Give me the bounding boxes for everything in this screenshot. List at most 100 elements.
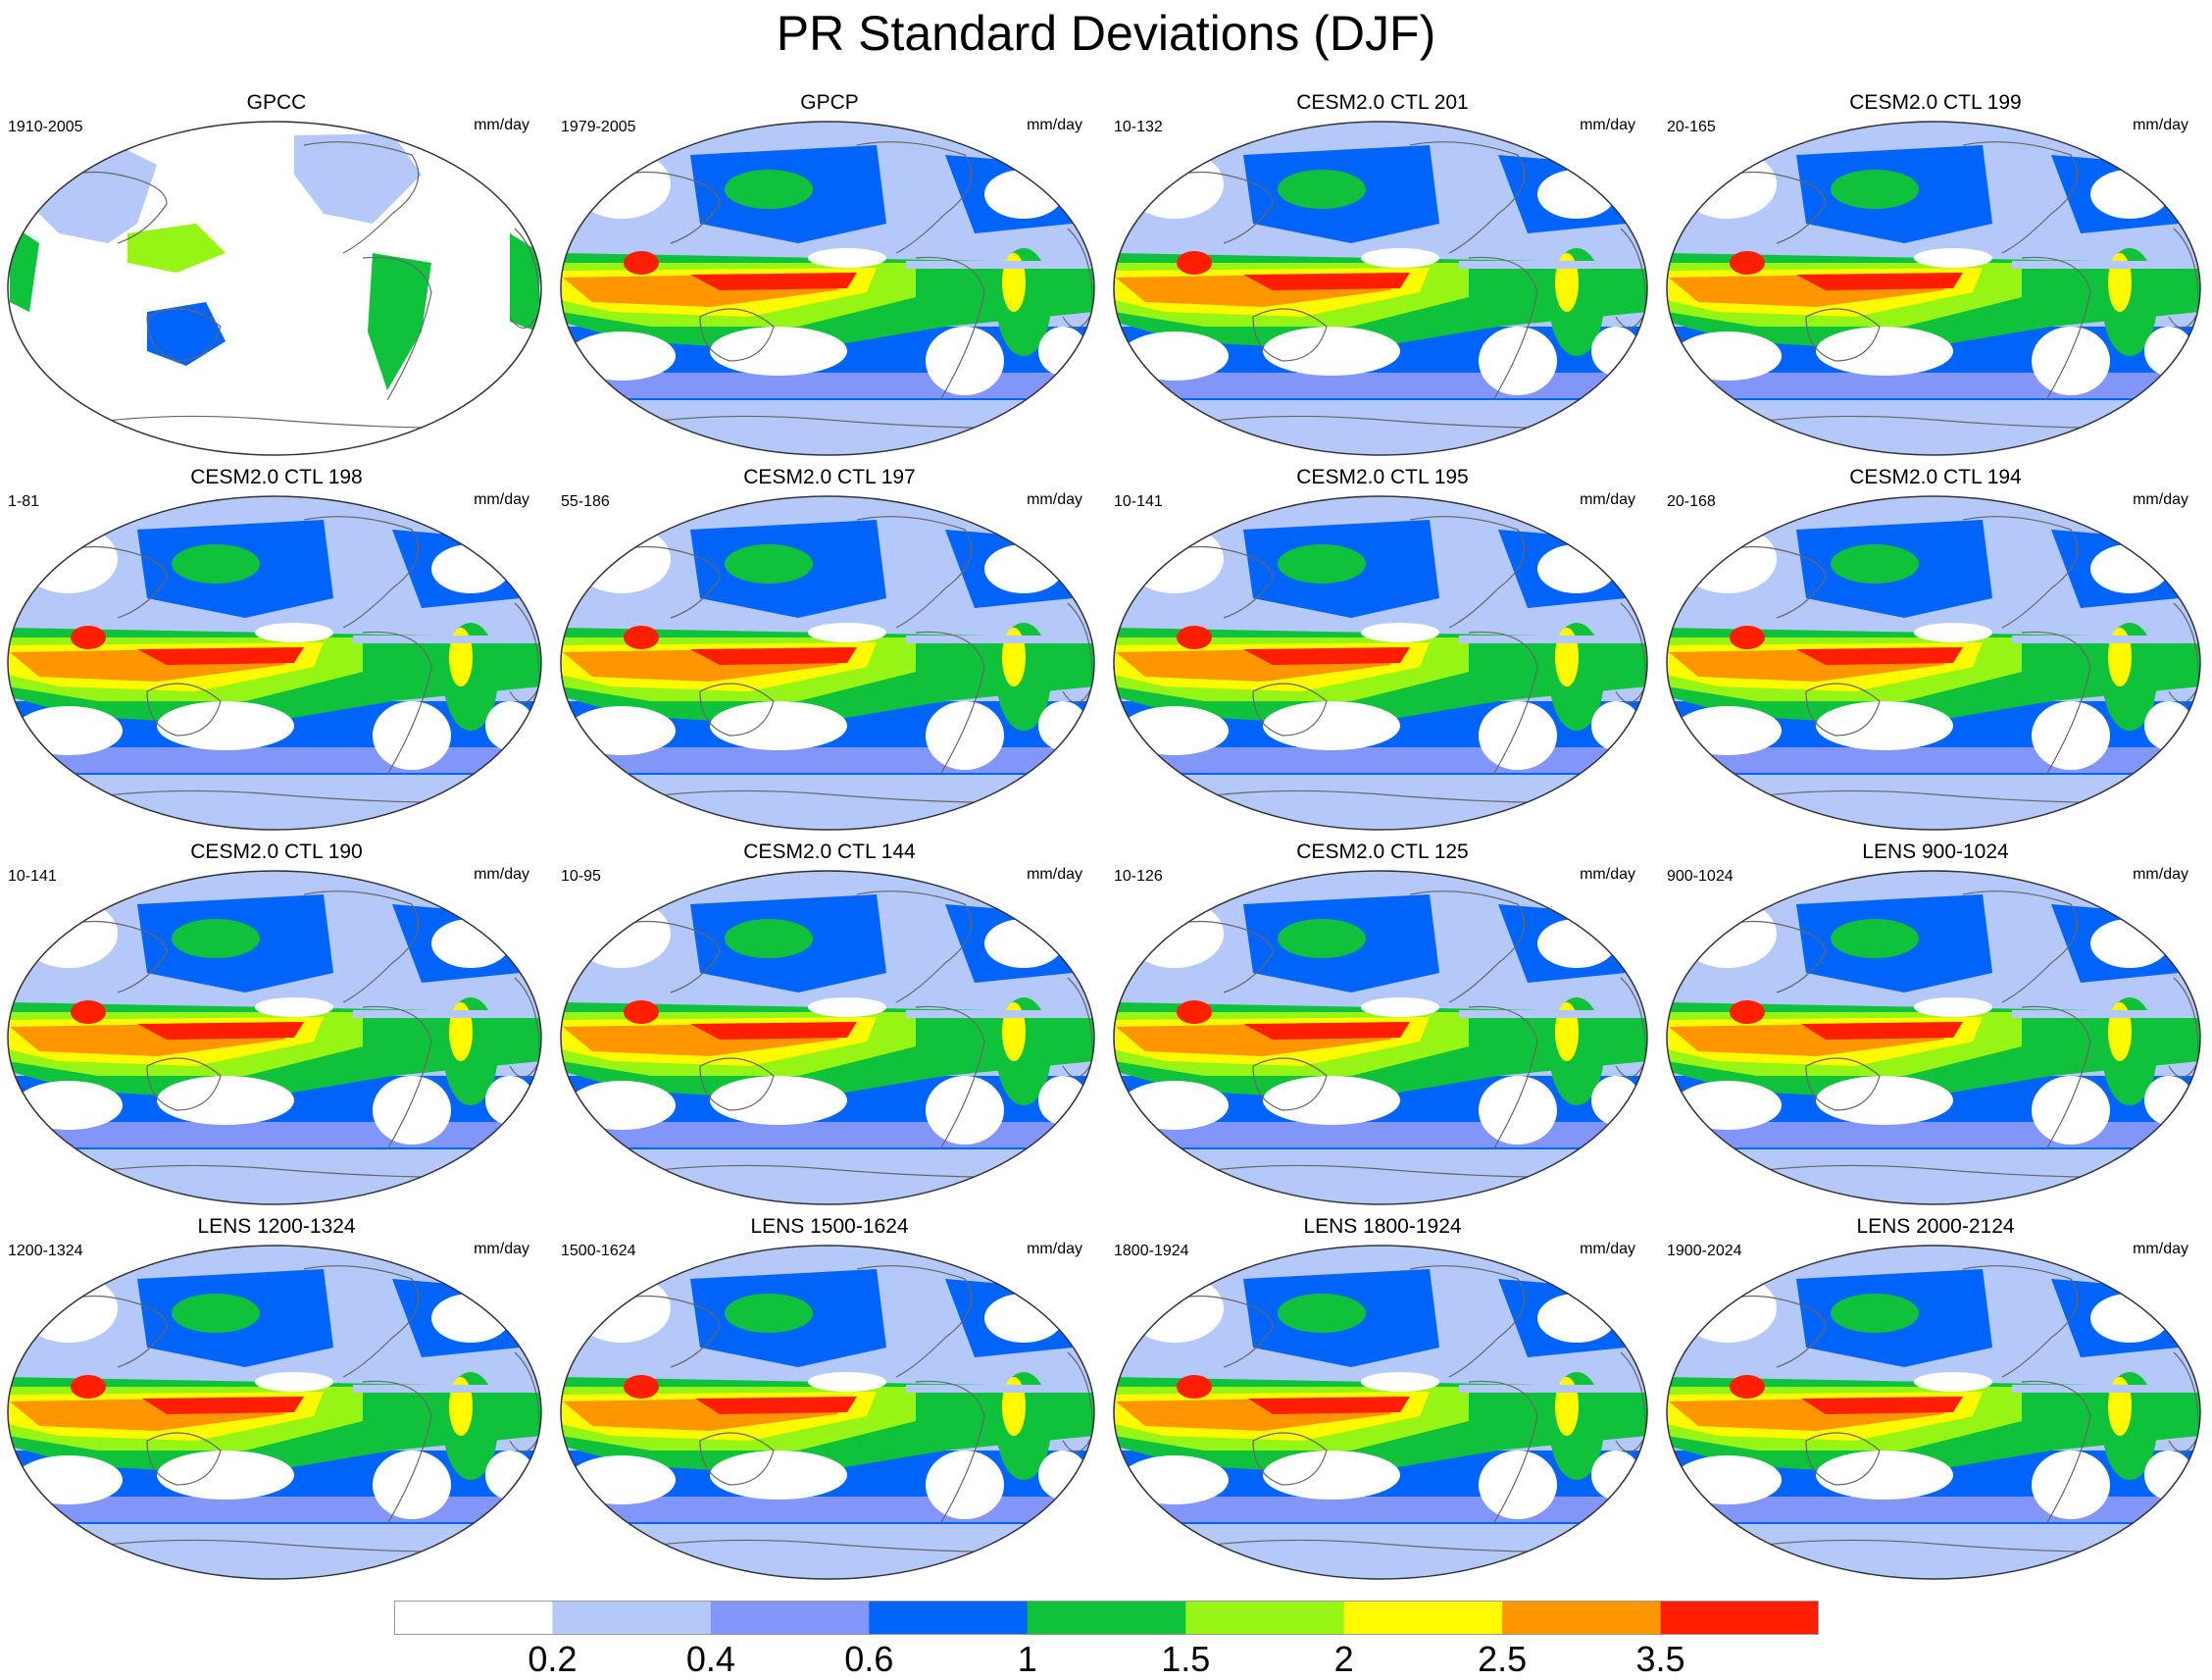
- equatorial-dry-tongue: [1459, 261, 1647, 269]
- precip-field: [8, 496, 541, 830]
- panel-title: LENS 2000-2124: [1856, 1215, 2015, 1238]
- north-africa-dry: [2090, 919, 2169, 968]
- panel-title: CESM2.0 CTL 198: [190, 466, 363, 488]
- panel-units: mm/day: [2133, 491, 2188, 508]
- warm-pool-max: [1177, 1375, 1212, 1399]
- colorbar-swatch: [1502, 1601, 1662, 1635]
- map-outline: [1113, 1245, 1648, 1580]
- panel-title: CESM2.0 CTL 125: [1296, 840, 1469, 863]
- southeast-pacific-dry: [1816, 1076, 1953, 1125]
- panel-units: mm/day: [474, 491, 529, 508]
- map-panel: CESM2.0 CTL 201 10-132 mm/day: [1106, 90, 1659, 465]
- panel-units: mm/day: [1027, 117, 1082, 133]
- coastline-greenland: [1527, 878, 1568, 904]
- coastline-north-america: [1409, 891, 1526, 1003]
- north-pacific-core: [725, 170, 813, 209]
- north-pacific-core: [172, 544, 260, 584]
- land-south-america: [368, 253, 431, 390]
- north-africa-dry: [1537, 544, 1616, 593]
- precip-field: [1667, 496, 2200, 830]
- east-atlantic-dry: [2144, 1451, 2193, 1500]
- map-panel: LENS 1200-1324 1200-1324 mm/day: [0, 1214, 553, 1589]
- coastline-greenland: [2080, 878, 2121, 904]
- east-atlantic-dry: [1591, 1076, 1640, 1125]
- equatorial-dry-tongue: [906, 1010, 1094, 1018]
- robinson-map: [1666, 870, 2201, 1205]
- coastline-australia: [699, 1432, 775, 1486]
- panel-units: mm/day: [1580, 117, 1635, 133]
- coastline-south-america: [362, 631, 432, 776]
- east-atlantic-dry: [2144, 1076, 2193, 1125]
- panel-period: 1800-1924: [1114, 1243, 1189, 1259]
- map-outline: [560, 495, 1095, 831]
- coastline-greenland: [974, 1252, 1015, 1279]
- land-australia: [147, 302, 226, 366]
- robinson-map: [1113, 121, 1648, 456]
- warm-pool-max: [1177, 626, 1212, 649]
- coastline-north-america: [856, 516, 973, 629]
- panel-units: mm/day: [2133, 1241, 2188, 1257]
- coastline-south-america: [915, 256, 985, 401]
- south-atlantic-dry: [926, 1451, 1004, 1519]
- panel-units: mm/day: [1580, 866, 1635, 883]
- south-indian-dry: [1674, 706, 1782, 755]
- equatorial-dry-tongue: [2012, 636, 2200, 643]
- equatorial-dry-tongue: [906, 1385, 1094, 1393]
- coastline-greenland: [421, 128, 462, 155]
- east-atlantic-dry: [1591, 1451, 1640, 1500]
- colorbar-swatch: [869, 1601, 1029, 1635]
- panel-period: 10-141: [8, 868, 57, 885]
- tropical-band-red: [1243, 647, 1410, 665]
- south-atlantic-dry: [373, 1451, 451, 1519]
- north-africa-dry: [984, 919, 1063, 968]
- north-africa-dry: [1537, 170, 1616, 219]
- robinson-map: [1666, 1245, 2201, 1580]
- coastline-greenland: [974, 878, 1015, 904]
- precip-field: [1114, 871, 1647, 1204]
- south-indian-dry: [568, 1455, 676, 1504]
- panel-period: 1500-1624: [561, 1243, 636, 1259]
- map-panel: CESM2.0 CTL 144 10-95 mm/day: [553, 840, 1106, 1214]
- east-atlantic-dry: [485, 1451, 534, 1500]
- southeast-pacific-dry: [710, 1076, 847, 1125]
- south-atlantic-dry: [926, 701, 1004, 770]
- map-outline: [1666, 1245, 2201, 1580]
- colorbar-label: 2: [1333, 1639, 1354, 1679]
- south-indian-dry: [1674, 1081, 1782, 1130]
- land-maritime-continent: [127, 224, 226, 273]
- east-atlantic-dry: [485, 701, 534, 750]
- coastline-south-america: [1468, 256, 1538, 401]
- panel-title: CESM2.0 CTL 201: [1296, 91, 1469, 114]
- north-africa-dry: [1537, 1294, 1616, 1343]
- map-outline: [1113, 870, 1648, 1205]
- coastline-greenland: [974, 128, 1015, 155]
- south-atlantic-dry: [1479, 327, 1557, 395]
- north-africa-dry: [2090, 170, 2169, 219]
- coastline-north-america: [1962, 141, 2079, 254]
- north-pacific-core: [1831, 544, 1919, 584]
- tropical-band-red: [695, 1397, 857, 1414]
- north-pacific-dry: [255, 623, 333, 642]
- east-atlantic-dry: [1038, 701, 1087, 750]
- coastline-australia: [699, 1057, 775, 1111]
- north-pacific-core: [172, 919, 260, 958]
- tropical-band-red: [1801, 1397, 1963, 1414]
- map-outline: [7, 1245, 542, 1580]
- panel-period: 1910-2005: [8, 119, 83, 135]
- map-panel: GPCP 1979-2005 mm/day: [553, 90, 1106, 465]
- robinson-map: [7, 870, 542, 1205]
- east-atlantic-dry: [1038, 327, 1087, 376]
- coastline-south-america: [362, 1005, 432, 1150]
- coastline-greenland: [1527, 503, 1568, 530]
- south-atlantic-dry: [2032, 327, 2110, 395]
- panel-units: mm/day: [1027, 866, 1082, 883]
- south-indian-dry: [1121, 331, 1229, 381]
- warm-pool-max: [624, 251, 659, 275]
- north-pacific-core: [725, 1294, 813, 1333]
- precip-field: [561, 496, 1094, 830]
- north-pacific-dry: [1914, 997, 1992, 1017]
- panel-period: 900-1024: [1667, 868, 1734, 885]
- north-africa-dry: [984, 544, 1063, 593]
- equatorial-dry-tongue: [1459, 1385, 1647, 1393]
- southeast-pacific-dry: [1263, 1076, 1400, 1125]
